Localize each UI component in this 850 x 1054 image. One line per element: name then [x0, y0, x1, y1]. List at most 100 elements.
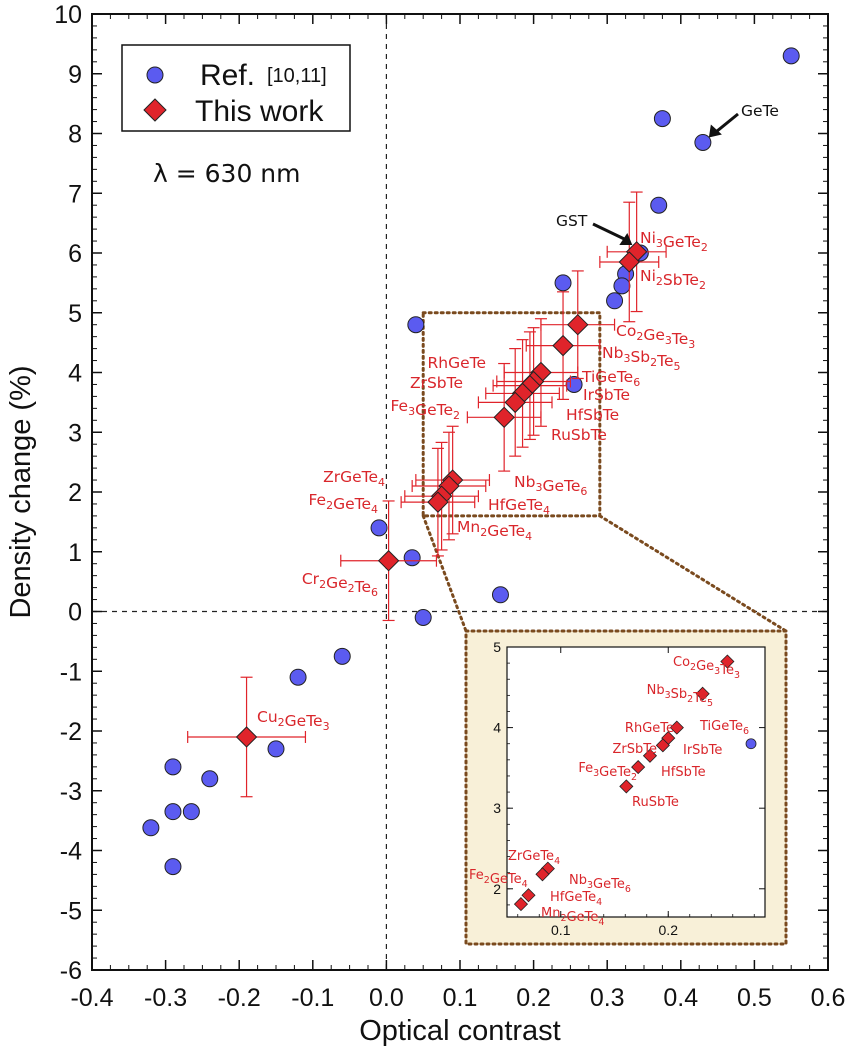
point-label: RuSbTe [551, 426, 607, 444]
zoom-connector-right [598, 514, 788, 633]
inset-point-label: Co2Ge3Te3 [673, 655, 740, 681]
point-label: Nb3GeTe6 [514, 473, 587, 498]
y-tick-label: 8 [68, 121, 82, 149]
y-tick-label: -4 [60, 838, 82, 866]
inset-x-tick-label: 0.1 [551, 922, 571, 938]
x-tick-label: 0.1 [443, 984, 478, 1012]
ref-point [491, 586, 509, 604]
point-label: Cr2Ge2Te6 [302, 570, 378, 599]
arrow-annotations: GeTe GST [556, 102, 779, 245]
inset-point-label: Nb3GeTe6 [569, 873, 631, 895]
point-label: Cu2GeTe3 [257, 708, 330, 733]
inset-ref-point [745, 738, 757, 750]
ref-point [414, 608, 432, 626]
ref-point [201, 770, 219, 788]
inset-point-label: HfGeTe4 [550, 890, 602, 908]
point-label: ZrSbTe [410, 374, 463, 392]
inset-point-label: RhGeTe [625, 721, 674, 736]
legend-ref-marker [146, 66, 164, 84]
x-tick-label: 0.5 [737, 984, 772, 1012]
gete-arrow-head [708, 124, 722, 138]
x-tick-label: -0.1 [291, 984, 334, 1012]
point-label: ZrGeTe4 [323, 468, 385, 489]
y-tick-label: -6 [60, 957, 82, 985]
inset-this-work-point [642, 748, 658, 763]
zoom-region-box [421, 311, 602, 518]
ref-series [142, 47, 800, 876]
inset-this-work-point [720, 654, 735, 669]
legend-this-marker [143, 98, 167, 122]
y-axis: -6 -5 -4 -3 -2 -1 0 1 2 3 4 5 6 7 8 9 10 [54, 1, 828, 985]
inset-this-work-point [521, 888, 536, 903]
inset-point-label: Nb3Sb2Te5 [647, 683, 713, 709]
ref-point [182, 803, 200, 821]
inset-point-label: IrSbTe [683, 743, 722, 758]
y-tick-label: 1 [68, 539, 82, 567]
this-work-point [504, 391, 526, 414]
this-work-point [493, 406, 515, 429]
inset-this-work-point [669, 720, 684, 735]
point-label: TiGeTe6 [581, 368, 640, 389]
this-work-series [187, 191, 667, 798]
point-label: Co2Ge3Te3 [616, 322, 695, 351]
point-label: Ni2SbTe2 [640, 267, 706, 292]
ref-point [333, 647, 351, 665]
legend: Ref. [10,11] This work [121, 44, 351, 132]
point-label: HfGeTe4 [488, 496, 550, 517]
inset-point-label: TiGeTe6 [699, 719, 749, 737]
y-tick-label: 7 [68, 180, 82, 208]
inset-point-label: Fe2GeTe4 [469, 868, 528, 890]
y-tick-label: 2 [68, 479, 82, 507]
inset-point-label: RuSbTe [632, 795, 679, 810]
ref-point [653, 110, 671, 128]
ref-point [267, 740, 285, 758]
inset-x-tick-label: 0.2 [659, 922, 679, 938]
x-tick-label: 0.2 [516, 984, 551, 1012]
this-work-point [618, 251, 640, 273]
y-tick-label: -2 [60, 718, 82, 746]
inset-this-work-point [631, 760, 646, 775]
y-tick-label: 4 [68, 360, 82, 388]
inset-point-label: Fe3GeTe2 [578, 761, 637, 783]
inset-y-tick-label: 5 [493, 639, 501, 655]
point-label: IrSbTe [583, 386, 630, 404]
zoom-connector-left [421, 514, 468, 633]
ref-point [407, 316, 425, 334]
ref-point [694, 133, 712, 151]
inset-this-work-point [619, 779, 634, 794]
ref-point [370, 519, 388, 537]
legend-ref-label: Ref. [200, 59, 255, 92]
ref-point [164, 858, 182, 876]
inset-point-label: Mn2GeTe4 [541, 906, 604, 928]
x-tick-label: -0.4 [70, 984, 113, 1012]
legend-this-label: This work [195, 95, 324, 128]
this-work-point [427, 491, 449, 513]
x-tick-label: 0.6 [811, 984, 846, 1012]
x-tick-label: -0.2 [218, 984, 261, 1012]
inset-this-work-point [535, 867, 550, 882]
this-work-point [567, 313, 589, 336]
ref-point [164, 803, 182, 821]
wavelength-annotation: λ = 630 nm [153, 159, 301, 188]
y-tick-label: 0 [68, 599, 82, 627]
point-label: Fe2GeTe4 [308, 491, 378, 516]
ref-point [650, 196, 668, 214]
y-tick-label: 9 [68, 61, 82, 89]
point-label: Fe3GeTe2 [390, 397, 460, 422]
ref-point [403, 549, 421, 567]
x-tick-label: -0.3 [144, 984, 187, 1012]
y-tick-label: -3 [60, 778, 82, 806]
y-axis-title: Density change (%) [5, 365, 37, 618]
x-axis-title: Optical contrast [359, 1015, 560, 1047]
x-axis: -0.4 -0.3 -0.2 -0.1 0.0 0.1 0.2 0.3 0.4 0.5 0.6 [70, 14, 845, 1012]
inset-point-label: ZrGeTe4 [508, 849, 560, 867]
y-tick-label: -5 [60, 897, 82, 925]
gete-label: GeTe [741, 102, 779, 120]
this-work-point [377, 550, 400, 572]
y-tick-label: 10 [54, 1, 82, 29]
x-tick-label: 0.4 [663, 984, 698, 1012]
ref-point [606, 292, 624, 310]
gst-label: GST [556, 212, 588, 230]
